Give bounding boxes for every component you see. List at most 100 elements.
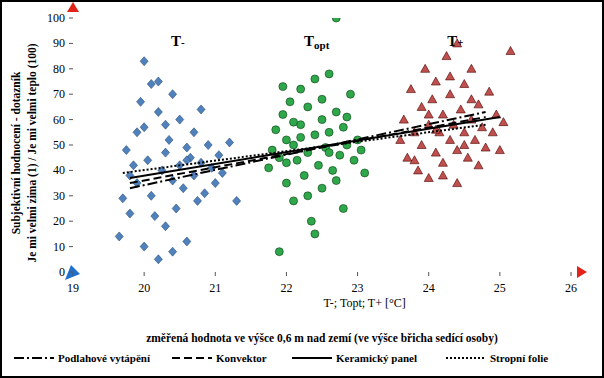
point [318,116,326,124]
point [275,248,283,256]
point [122,146,130,155]
point [506,47,515,55]
point [357,146,365,154]
scatter-series [115,57,240,264]
x-tick [428,272,429,276]
y-tick-label: 60 [53,113,65,127]
legend-swatch [446,357,486,359]
point [456,105,465,113]
point [183,237,191,246]
point [297,85,305,93]
point [265,164,273,172]
point [350,156,358,164]
x-tick-label: 20 [138,281,150,295]
point [446,72,455,80]
point [438,110,447,118]
point [343,113,351,121]
x-tick-label: 25 [494,281,506,295]
point [154,77,162,86]
point [147,80,155,89]
point [286,98,294,106]
point [325,128,333,136]
point [318,95,326,103]
trend-line [123,125,486,173]
point [290,197,298,205]
point [481,143,490,151]
point [339,123,347,131]
x-axis-label: T-; Topt; T+ [°C] [324,296,406,310]
x-axis-label: změřená hodnota ve výšce 0,6 m nad zemí … [146,332,498,345]
y-tick-label: 70 [53,87,65,101]
point [446,90,455,98]
point [406,85,415,93]
point [410,156,419,164]
point [226,138,234,147]
legend-label: Konvektor [216,352,267,364]
point [290,141,298,149]
x-tick-label: 21 [209,281,221,295]
x-tick [499,272,500,276]
y-tick-label: 40 [53,163,65,177]
point [329,166,337,174]
point [304,103,312,111]
y-tick-label: 90 [53,36,65,50]
point [154,107,162,116]
x-tick [286,272,287,276]
arrow [65,265,80,280]
x-tick [144,272,145,276]
point [314,161,322,169]
point [190,128,198,137]
point [211,179,219,188]
y-tick [69,145,73,146]
point [279,111,287,119]
scatter-series [265,18,369,256]
x-tick-label: 22 [280,281,292,295]
point [147,191,155,200]
point [137,97,145,106]
point [417,102,426,110]
x-tick [73,272,74,276]
point [460,80,469,88]
y-tick [69,272,73,273]
y-tick [69,18,73,19]
y-axis-label: Je mi velmi zima (1) / Je mi velmi teplo… [26,43,39,262]
point [144,156,152,165]
y-tick-label: 0 [59,265,65,279]
point [428,95,437,103]
point [161,148,169,157]
trend-line [130,117,486,183]
point [453,146,462,154]
point [421,64,430,72]
point [332,18,340,22]
legend-label: Podlahové vytápění [58,352,151,364]
x-tick [215,272,216,276]
chart: 01020304050607080901001920212223242526Su… [0,0,604,378]
y-tick [69,119,73,120]
point [151,212,159,221]
point [485,87,494,95]
legend-swatch [14,357,54,359]
y-tick [69,221,73,222]
point [161,222,169,231]
point [446,135,455,143]
y-tick [69,68,73,69]
x-axis [73,271,581,274]
point [463,153,472,161]
point [339,205,347,213]
point [474,100,483,108]
point [361,169,369,177]
point [424,174,433,182]
y-tick-label: 20 [53,214,65,228]
point [119,194,127,203]
scatter-series [396,39,515,187]
point [460,141,469,149]
x-tick [571,272,572,276]
point [318,184,326,192]
point [307,217,315,225]
point [438,158,447,166]
point [233,196,241,205]
point [332,108,340,116]
point [325,70,333,78]
point [154,255,162,264]
point [282,179,290,187]
